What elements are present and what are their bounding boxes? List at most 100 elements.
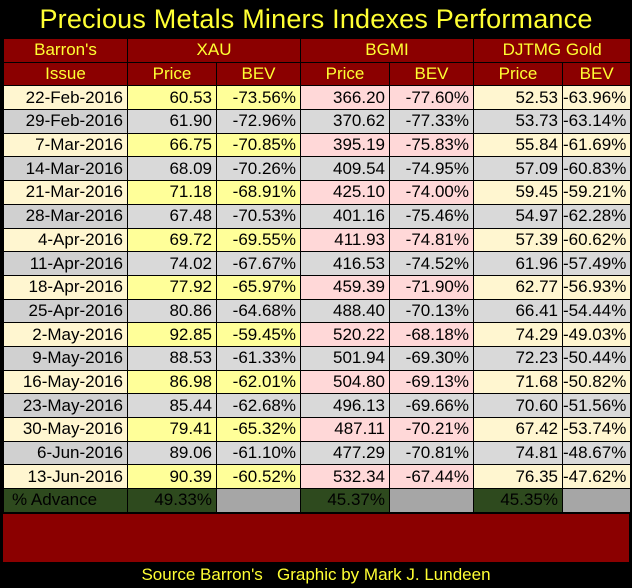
- cell-xau-bev: -62.68%: [216, 393, 301, 418]
- cell-issue-date: 23-May-2016: [3, 393, 128, 418]
- cell-bgmi-price: 409.54: [300, 156, 390, 182]
- header-bgmi-bev: BEV: [389, 61, 474, 87]
- advance-xau: 49.33%: [127, 488, 217, 513]
- cell-djtmg-price: 76.35: [473, 464, 563, 490]
- cell-bgmi-bev: -70.21%: [389, 417, 474, 442]
- cell-bgmi-price: 501.94: [300, 345, 390, 371]
- advance-xau-blank: [216, 488, 301, 513]
- cell-djtmg-price: 74.29: [473, 322, 563, 347]
- cell-bgmi-price: 416.53: [300, 251, 390, 276]
- table-row: 11-Apr-2016 74.02 -67.67% 416.53 -74.52% 61.9…: [3, 251, 632, 276]
- cell-xau-price: 74.02: [127, 251, 217, 276]
- header-issue-line1: Barron's: [3, 38, 128, 63]
- source-credit: Source Barron's Graphic by Mark J. Lunde…: [141, 565, 491, 584]
- cell-xau-price: 80.86: [127, 298, 217, 324]
- cell-djtmg-bev: -61.69%: [561, 132, 632, 158]
- cell-xau-price: 66.75: [127, 132, 217, 158]
- table-row: 4-Apr-2016 69.72 -69.55% 411.93 -74.81% 57.39…: [3, 227, 632, 253]
- cell-bgmi-bev: -74.95%: [389, 156, 474, 182]
- cell-bgmi-price: 520.22: [300, 322, 390, 347]
- cell-bgmi-price: 477.29: [300, 440, 390, 466]
- table-row: 29-Feb-2016 61.90 -72.96% 370.62 -77.33% 53.7…: [3, 109, 632, 134]
- cell-djtmg-bev: -54.44%: [561, 298, 632, 324]
- cell-issue-date: 18-Apr-2016: [3, 274, 128, 300]
- table-row: 22-Feb-2016 60.53 -73.56% 366.20 -77.60% 52.5…: [3, 85, 632, 111]
- cell-issue-date: 28-Mar-2016: [3, 203, 128, 229]
- cell-djtmg-bev: -50.82%: [561, 369, 632, 395]
- cell-djtmg-bev: -47.62%: [561, 464, 632, 490]
- cell-djtmg-bev: -53.74%: [561, 417, 632, 442]
- cell-xau-bev: -60.52%: [216, 464, 301, 490]
- header-row-columns: Issue Price BEV Price BEV Price BEV: [3, 61, 632, 87]
- advance-bgmi: 45.37%: [300, 488, 390, 513]
- cell-xau-bev: -61.33%: [216, 345, 301, 371]
- cell-djtmg-bev: -57.49%: [561, 251, 632, 276]
- header-xau: XAU: [127, 38, 301, 63]
- cell-issue-date: 13-Jun-2016: [3, 464, 128, 490]
- cell-djtmg-price: 61.96: [473, 251, 563, 276]
- cell-xau-bev: -65.97%: [216, 274, 301, 300]
- cell-issue-date: 21-Mar-2016: [3, 180, 128, 205]
- table-row: 13-Jun-2016 90.39 -60.52% 532.34 -67.44% 76.3…: [3, 464, 632, 490]
- cell-bgmi-bev: -77.60%: [389, 85, 474, 111]
- cell-xau-bev: -61.10%: [216, 440, 301, 466]
- performance-table: Barron's XAU BGMI DJTMG Gold Issue Price…: [3, 38, 632, 513]
- table-row: 6-Jun-2016 89.06 -61.10% 477.29 -70.81% 74.81…: [3, 440, 632, 466]
- cell-bgmi-price: 532.34: [300, 464, 390, 490]
- header-djtmg-bev: BEV: [561, 61, 632, 87]
- advance-label: % Advance: [3, 488, 128, 513]
- cell-xau-bev: -70.53%: [216, 203, 301, 229]
- cell-bgmi-bev: -67.44%: [389, 464, 474, 490]
- table-row: 21-Mar-2016 71.18 -68.91% 425.10 -74.00% 59.4…: [3, 180, 632, 205]
- cell-issue-date: 29-Feb-2016: [3, 109, 128, 134]
- cell-bgmi-price: 395.19: [300, 132, 390, 158]
- cell-xau-bev: -70.85%: [216, 132, 301, 158]
- cell-bgmi-bev: -74.00%: [389, 180, 474, 205]
- advance-djtmg-blank: [561, 488, 632, 513]
- cell-issue-date: 6-Jun-2016: [3, 440, 128, 466]
- cell-bgmi-price: 459.39: [300, 274, 390, 300]
- table-row: 18-Apr-2016 77.92 -65.97% 459.39 -71.90% 62.7…: [3, 274, 632, 300]
- cell-xau-price: 77.92: [127, 274, 217, 300]
- advance-bgmi-blank: [389, 488, 474, 513]
- header-xau-price: Price: [127, 61, 217, 87]
- header-bgmi: BGMI: [300, 38, 474, 63]
- cell-bgmi-price: 366.20: [300, 85, 390, 111]
- cell-djtmg-price: 57.09: [473, 156, 563, 182]
- cell-xau-price: 88.53: [127, 345, 217, 371]
- cell-djtmg-bev: -48.67%: [561, 440, 632, 466]
- cell-djtmg-price: 54.97: [473, 203, 563, 229]
- cell-bgmi-price: 401.16: [300, 203, 390, 229]
- cell-bgmi-price: 487.11: [300, 417, 390, 442]
- table-row: 23-May-2016 85.44 -62.68% 496.13 -69.66% 70.6…: [3, 393, 632, 418]
- cell-xau-bev: -73.56%: [216, 85, 301, 111]
- cell-issue-date: 25-Apr-2016: [3, 298, 128, 324]
- cell-issue-date: 16-May-2016: [3, 369, 128, 395]
- cell-djtmg-price: 52.53: [473, 85, 563, 111]
- cell-bgmi-bev: -75.46%: [389, 203, 474, 229]
- header-bgmi-price: Price: [300, 61, 390, 87]
- cell-djtmg-price: 74.81: [473, 440, 563, 466]
- cell-djtmg-price: 57.39: [473, 227, 563, 253]
- cell-bgmi-bev: -74.81%: [389, 227, 474, 253]
- table-row: 14-Mar-2016 68.09 -70.26% 409.54 -74.95% 57.0…: [3, 156, 632, 182]
- cell-bgmi-bev: -69.30%: [389, 345, 474, 371]
- cell-xau-price: 79.41: [127, 417, 217, 442]
- cell-djtmg-bev: -62.28%: [561, 203, 632, 229]
- cell-issue-date: 9-May-2016: [3, 345, 128, 371]
- table-row: 9-May-2016 88.53 -61.33% 501.94 -69.30% 72.23…: [3, 345, 632, 371]
- cell-djtmg-bev: -60.62%: [561, 227, 632, 253]
- cell-xau-bev: -59.45%: [216, 322, 301, 347]
- cell-djtmg-bev: -63.96%: [561, 85, 632, 111]
- cell-djtmg-price: 62.77: [473, 274, 563, 300]
- cell-djtmg-bev: -56.93%: [561, 274, 632, 300]
- cell-xau-bev: -64.68%: [216, 298, 301, 324]
- cell-issue-date: 7-Mar-2016: [3, 132, 128, 158]
- cell-xau-price: 92.85: [127, 322, 217, 347]
- table-row: 16-May-2016 86.98 -62.01% 504.80 -69.13% 71.6…: [3, 369, 632, 395]
- table-row: 28-Mar-2016 67.48 -70.53% 401.16 -75.46% 54.9…: [3, 203, 632, 229]
- footer-band: [3, 514, 629, 562]
- cell-djtmg-price: 55.84: [473, 132, 563, 158]
- cell-bgmi-price: 496.13: [300, 393, 390, 418]
